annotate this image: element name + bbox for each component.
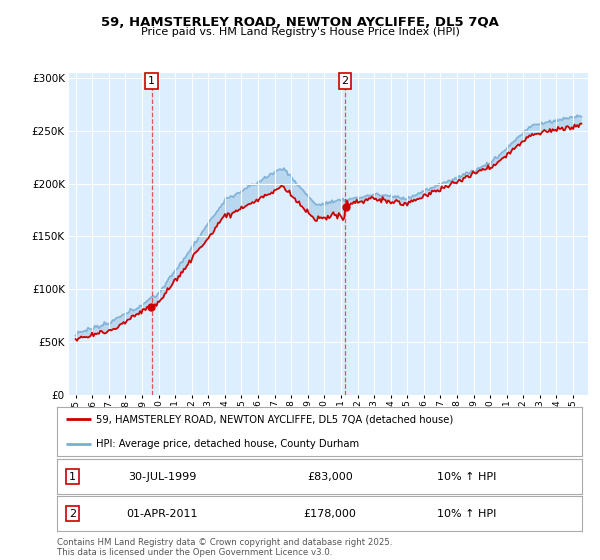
Text: 1: 1 <box>69 472 76 482</box>
Text: 59, HAMSTERLEY ROAD, NEWTON AYCLIFFE, DL5 7QA (detached house): 59, HAMSTERLEY ROAD, NEWTON AYCLIFFE, DL… <box>97 414 454 424</box>
Text: Price paid vs. HM Land Registry's House Price Index (HPI): Price paid vs. HM Land Registry's House … <box>140 27 460 37</box>
Text: £83,000: £83,000 <box>307 472 353 482</box>
Text: 10% ↑ HPI: 10% ↑ HPI <box>437 472 496 482</box>
Text: 10% ↑ HPI: 10% ↑ HPI <box>437 508 496 519</box>
Text: 1: 1 <box>148 76 155 86</box>
Text: 01-APR-2011: 01-APR-2011 <box>126 508 198 519</box>
Text: Contains HM Land Registry data © Crown copyright and database right 2025.
This d: Contains HM Land Registry data © Crown c… <box>57 538 392 557</box>
Text: 2: 2 <box>341 76 349 86</box>
Text: 2: 2 <box>69 508 76 519</box>
Text: £178,000: £178,000 <box>304 508 356 519</box>
Text: 59, HAMSTERLEY ROAD, NEWTON AYCLIFFE, DL5 7QA: 59, HAMSTERLEY ROAD, NEWTON AYCLIFFE, DL… <box>101 16 499 29</box>
Text: HPI: Average price, detached house, County Durham: HPI: Average price, detached house, Coun… <box>97 439 359 449</box>
Text: 30-JUL-1999: 30-JUL-1999 <box>128 472 196 482</box>
